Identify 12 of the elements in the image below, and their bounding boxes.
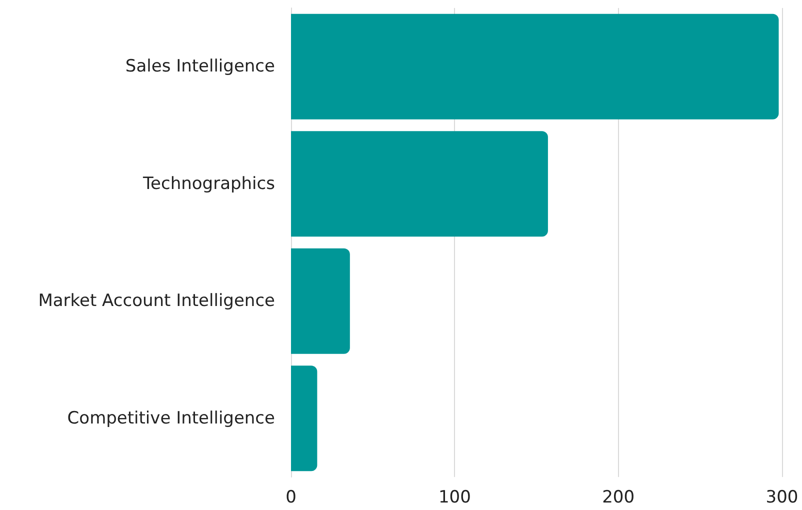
y-tick-label: Competitive Intelligence bbox=[67, 408, 275, 428]
x-tick-label: 300 bbox=[766, 488, 798, 508]
y-tick-label: Technographics bbox=[142, 174, 276, 194]
bar bbox=[291, 131, 548, 237]
bar bbox=[291, 14, 779, 120]
x-tick-label: 200 bbox=[602, 488, 635, 508]
y-tick-label: Sales Intelligence bbox=[125, 56, 275, 77]
x-tick-label: 0 bbox=[286, 488, 296, 508]
bar bbox=[291, 366, 318, 472]
bar bbox=[291, 248, 350, 354]
x-tick-label: 100 bbox=[438, 488, 471, 508]
y-tick-label: Market Account Intelligence bbox=[38, 291, 275, 312]
